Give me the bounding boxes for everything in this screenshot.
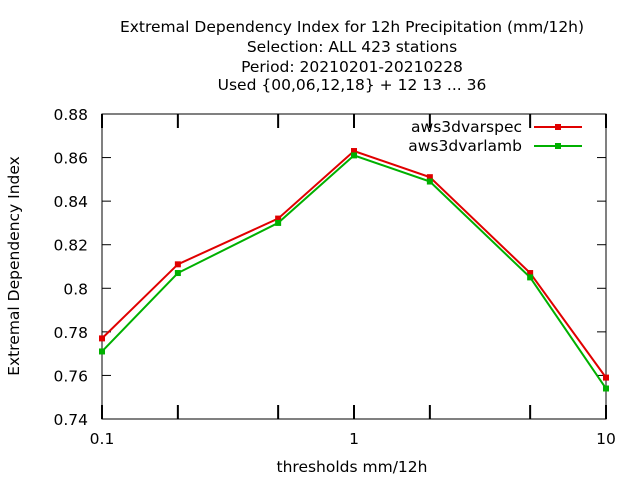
y-axis: 0.74 0.76 0.78 0.8 0.82 0.84 0.86 0.88 xyxy=(53,106,606,429)
data-point xyxy=(275,219,282,226)
data-point xyxy=(426,178,433,185)
data-point xyxy=(174,270,181,277)
data-point xyxy=(527,274,534,281)
data-point xyxy=(174,261,181,268)
y-tick-label: 0.76 xyxy=(53,367,88,385)
title-line-4: Used {00,06,12,18} + 12 13 ... 36 xyxy=(218,76,487,94)
y-tick-label: 0.86 xyxy=(53,150,88,168)
y-tick-label: 0.74 xyxy=(53,411,88,429)
legend-marker xyxy=(555,124,561,130)
legend-item: aws3dvarspec xyxy=(411,118,582,136)
x-tick-label: 1 xyxy=(349,430,359,448)
data-point xyxy=(603,374,609,381)
y-axis-label: Extremal Dependency Index xyxy=(5,156,23,376)
series-aws3dvarlamb xyxy=(99,152,609,392)
x-axis: 0.1 1 10 xyxy=(90,114,616,448)
data-point xyxy=(351,152,357,159)
legend-marker xyxy=(555,143,561,149)
data-point xyxy=(99,335,105,342)
data-point xyxy=(603,385,609,392)
legend-label: aws3dvarspec xyxy=(411,118,522,136)
x-tick-label: 0.1 xyxy=(90,430,115,448)
y-tick-label: 0.78 xyxy=(53,324,88,342)
data-point xyxy=(527,270,534,277)
legend-label: aws3dvarlamb xyxy=(408,137,522,155)
x-tick-label: 10 xyxy=(596,430,616,448)
title-line-3: Period: 20210201-20210228 xyxy=(241,58,463,76)
y-tick-label: 0.8 xyxy=(63,280,88,298)
y-tick-label: 0.84 xyxy=(53,193,88,211)
series-aws3dvarspec xyxy=(99,148,609,381)
data-point xyxy=(351,148,357,155)
data-point xyxy=(275,215,282,222)
data-point xyxy=(99,348,105,355)
data-point xyxy=(426,174,433,181)
legend-item: aws3dvarlamb xyxy=(408,137,582,155)
title-line-1: Extremal Dependency Index for 12h Precip… xyxy=(120,18,584,36)
title-line-2: Selection: ALL 423 stations xyxy=(247,38,457,56)
chart-title: Extremal Dependency Index for 12h Precip… xyxy=(120,18,584,94)
y-tick-label: 0.82 xyxy=(53,237,88,255)
x-axis-label: thresholds mm/12h xyxy=(277,458,428,476)
series-layer xyxy=(99,148,609,392)
y-tick-label: 0.88 xyxy=(53,106,88,124)
